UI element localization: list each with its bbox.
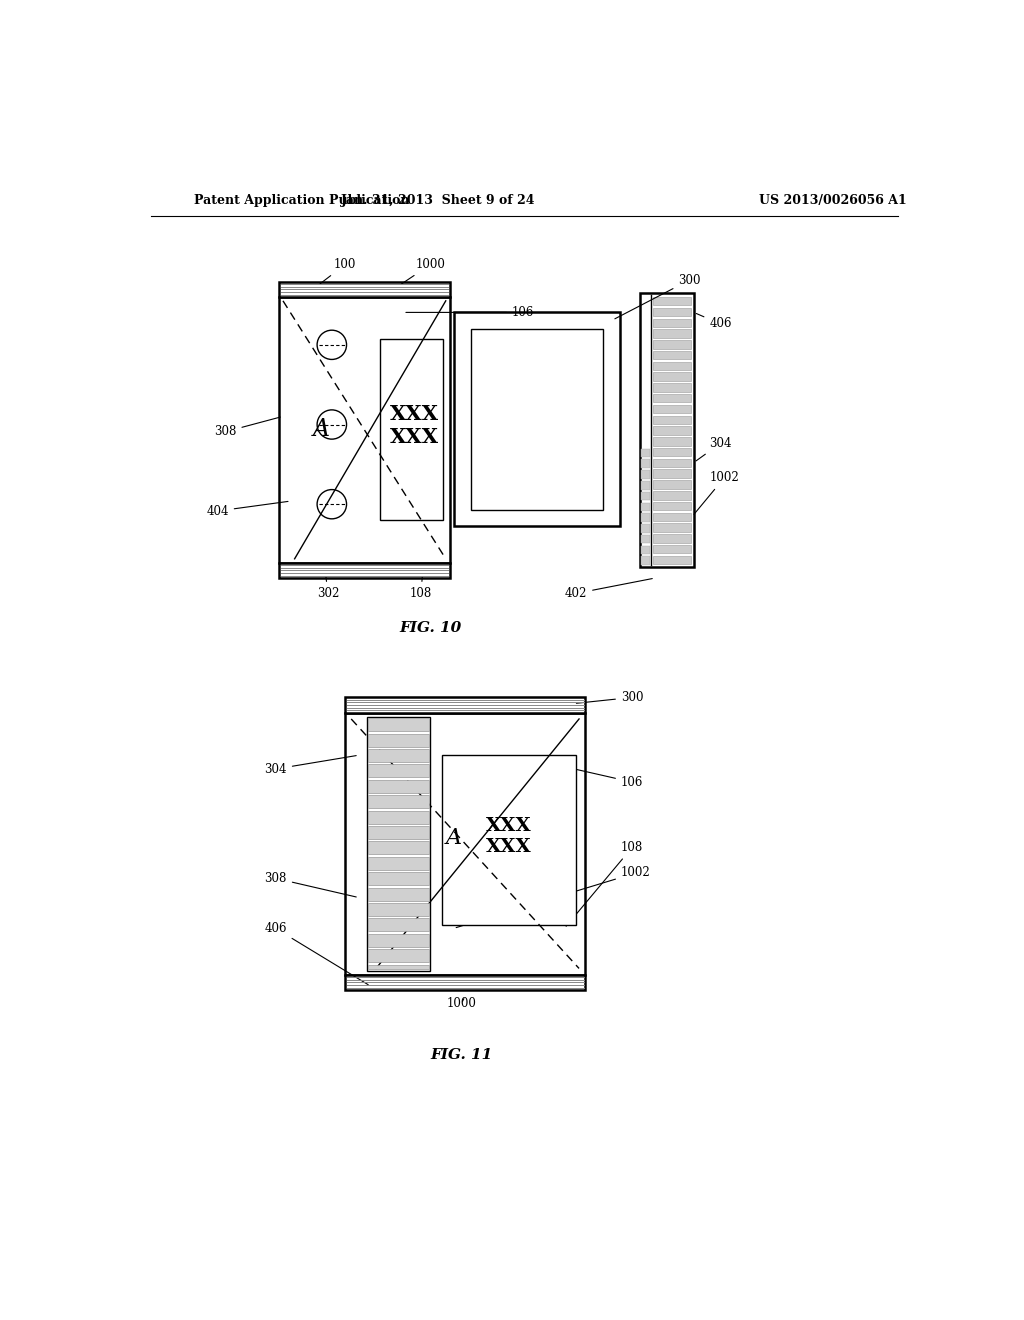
Text: A: A xyxy=(445,828,462,850)
Text: XXX: XXX xyxy=(485,838,531,857)
Bar xyxy=(369,734,429,747)
Text: 406: 406 xyxy=(264,921,369,985)
Bar xyxy=(369,841,429,854)
Text: 1002: 1002 xyxy=(456,866,650,928)
Text: XXX: XXX xyxy=(485,817,531,836)
Text: 308: 308 xyxy=(214,417,281,438)
Bar xyxy=(641,535,650,544)
Bar xyxy=(369,810,429,824)
Text: 406: 406 xyxy=(696,314,732,330)
Bar xyxy=(641,513,650,521)
Bar xyxy=(652,480,691,488)
Text: 100: 100 xyxy=(321,259,356,284)
Bar xyxy=(367,717,430,970)
Bar xyxy=(652,447,691,457)
Bar xyxy=(652,341,691,348)
Bar xyxy=(369,718,429,731)
Text: 108: 108 xyxy=(410,577,432,601)
Text: 308: 308 xyxy=(264,871,356,898)
Bar xyxy=(641,480,650,490)
Bar xyxy=(652,459,691,467)
Bar xyxy=(442,755,575,924)
Bar xyxy=(641,459,650,469)
Text: 304: 304 xyxy=(696,437,732,461)
Bar xyxy=(345,697,586,713)
Bar xyxy=(641,524,650,533)
Bar xyxy=(641,470,650,479)
Text: 304: 304 xyxy=(264,755,356,776)
Bar xyxy=(652,491,691,499)
Text: 404: 404 xyxy=(206,502,288,517)
Bar xyxy=(652,308,691,317)
Bar xyxy=(369,748,429,762)
Bar xyxy=(652,437,691,446)
Bar xyxy=(652,318,691,327)
Bar xyxy=(652,524,691,532)
Bar xyxy=(369,933,429,946)
Text: Jan. 31, 2013  Sheet 9 of 24: Jan. 31, 2013 Sheet 9 of 24 xyxy=(341,194,536,207)
Bar xyxy=(369,919,429,932)
Bar xyxy=(652,330,691,338)
Bar xyxy=(652,351,691,359)
Bar xyxy=(641,503,650,511)
Bar xyxy=(280,562,450,578)
Text: 1002: 1002 xyxy=(694,471,739,515)
Bar xyxy=(652,362,691,370)
Bar xyxy=(454,313,621,527)
Bar xyxy=(641,492,650,500)
Bar xyxy=(345,713,586,974)
Bar xyxy=(652,470,691,478)
Bar xyxy=(652,512,691,521)
Text: 1000: 1000 xyxy=(401,259,445,284)
Bar xyxy=(652,416,691,424)
Bar xyxy=(652,502,691,511)
Bar xyxy=(369,826,429,840)
Bar xyxy=(652,383,691,392)
Bar xyxy=(369,780,429,793)
Bar xyxy=(369,887,429,900)
Bar xyxy=(641,545,650,554)
Text: XXX: XXX xyxy=(390,404,439,424)
Bar xyxy=(652,395,691,403)
Bar xyxy=(471,330,603,510)
Text: US 2013/0026056 A1: US 2013/0026056 A1 xyxy=(760,194,907,207)
Text: XXX: XXX xyxy=(390,426,439,447)
Text: FIG. 10: FIG. 10 xyxy=(399,622,462,635)
Text: 108: 108 xyxy=(566,841,643,927)
Text: 106: 106 xyxy=(567,767,643,788)
Bar xyxy=(652,535,691,543)
Bar xyxy=(652,405,691,413)
Bar xyxy=(280,281,450,297)
Bar xyxy=(280,297,450,562)
Text: 1000: 1000 xyxy=(446,998,476,1010)
Bar xyxy=(369,857,429,870)
Bar xyxy=(652,297,691,305)
Bar xyxy=(345,974,586,990)
Bar xyxy=(369,873,429,886)
Bar xyxy=(652,545,691,553)
Bar xyxy=(369,764,429,777)
Text: A: A xyxy=(313,418,331,441)
Text: 300: 300 xyxy=(614,273,700,319)
Text: 300: 300 xyxy=(577,690,643,704)
Bar xyxy=(652,556,691,564)
Bar xyxy=(641,449,650,457)
Bar xyxy=(652,372,691,381)
Text: Patent Application Publication: Patent Application Publication xyxy=(194,194,410,207)
Bar xyxy=(641,557,650,565)
Bar xyxy=(369,965,429,969)
Bar xyxy=(369,949,429,962)
Text: 402: 402 xyxy=(565,578,652,601)
Bar xyxy=(369,903,429,916)
Text: 302: 302 xyxy=(316,577,339,601)
Text: FIG. 11: FIG. 11 xyxy=(430,1048,493,1063)
Bar xyxy=(652,426,691,434)
Bar xyxy=(369,795,429,808)
Bar xyxy=(640,293,693,566)
Text: 106: 106 xyxy=(406,306,535,319)
Bar xyxy=(380,339,443,520)
